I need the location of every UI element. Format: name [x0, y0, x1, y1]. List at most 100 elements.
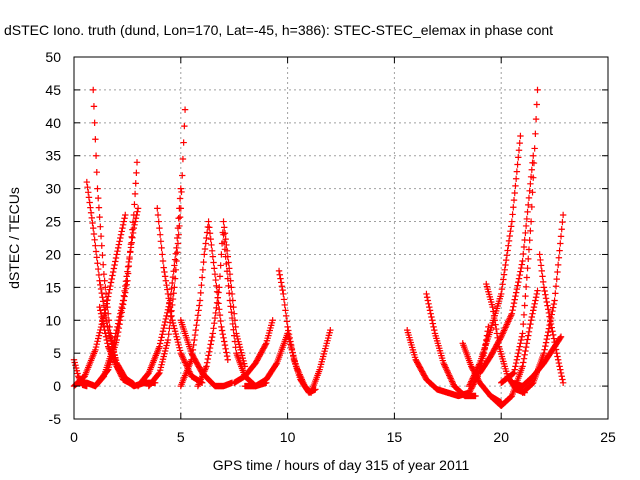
data-point [508, 218, 516, 225]
data-point [520, 311, 528, 318]
data-point [99, 317, 106, 324]
x-tick-labels: 0 5 10 15 20 25 [70, 429, 616, 445]
data-point [171, 328, 179, 335]
data-point [169, 279, 176, 287]
data-point [161, 350, 168, 357]
data-point [171, 256, 179, 263]
data-point [176, 213, 184, 221]
data-point [468, 363, 475, 370]
y-tick-label: 20 [45, 246, 61, 262]
data-point [475, 376, 482, 384]
data-point [559, 376, 566, 383]
data-point [100, 302, 108, 309]
plot-frame [73, 56, 609, 420]
data-point [96, 329, 103, 336]
data-point [110, 265, 118, 272]
data-point [508, 310, 516, 317]
data-point [90, 103, 98, 110]
data-point [92, 248, 100, 255]
data-point [188, 356, 195, 363]
y-tick-label: 10 [45, 312, 61, 328]
data-point [553, 349, 560, 357]
data-point [485, 323, 492, 331]
data-point [174, 249, 181, 256]
data-points [70, 86, 567, 410]
data-point [109, 272, 116, 279]
series-12 [177, 218, 231, 390]
data-point [109, 268, 117, 276]
data-point [160, 324, 167, 332]
data-point [428, 313, 435, 321]
data-point [465, 389, 473, 396]
data-point [273, 360, 280, 368]
data-point [521, 351, 528, 359]
data-point [157, 337, 165, 344]
data-point [536, 251, 543, 258]
data-point [92, 343, 100, 351]
data-point [490, 312, 498, 320]
data-point [156, 224, 163, 232]
data-point [279, 286, 286, 294]
data-point [518, 333, 526, 340]
data-point [191, 331, 199, 339]
data-point [174, 336, 181, 343]
data-point [221, 224, 228, 231]
data-point [171, 284, 178, 291]
data-point [209, 253, 217, 260]
data-point [155, 218, 162, 225]
data-point [224, 356, 231, 363]
data-point [281, 301, 288, 309]
data-point [90, 224, 97, 232]
data-point [170, 290, 177, 297]
data-point [277, 279, 285, 286]
data-point [89, 219, 96, 227]
data-point [162, 345, 170, 352]
y-tick-label: 0 [53, 378, 61, 394]
y-tick-label: 25 [45, 214, 61, 230]
data-point [119, 224, 126, 232]
data-point [132, 180, 139, 187]
data-point [528, 313, 536, 321]
data-point [227, 303, 234, 310]
data-point [177, 205, 184, 212]
data-point [530, 152, 537, 159]
data-point [221, 230, 229, 237]
data-point [75, 373, 82, 380]
data-point [510, 299, 518, 307]
data-point [223, 260, 230, 268]
data-point [549, 304, 557, 311]
data-point [129, 226, 136, 233]
data-point [198, 281, 205, 289]
data-point [498, 285, 506, 293]
data-point [522, 347, 529, 355]
data-point [161, 347, 169, 355]
data-point [203, 359, 211, 366]
data-point [210, 325, 217, 332]
data-point [551, 297, 558, 304]
data-point [171, 275, 179, 282]
data-point [504, 247, 511, 254]
data-point [193, 317, 201, 324]
data-point [213, 299, 221, 306]
data-point [169, 319, 177, 327]
data-point [106, 323, 113, 331]
data-point [545, 309, 553, 317]
data-point [526, 324, 533, 332]
data-point [159, 328, 167, 335]
data-point [221, 338, 228, 345]
data-point [129, 229, 137, 237]
data-point [522, 292, 529, 300]
data-point [555, 254, 563, 261]
data-point [97, 285, 105, 293]
data-point [103, 297, 110, 304]
data-point [549, 328, 556, 335]
data-point [512, 175, 520, 182]
data-point [524, 336, 531, 343]
data-point [100, 271, 108, 278]
data-point [114, 328, 122, 336]
data-point [468, 364, 476, 371]
data-point [181, 122, 188, 130]
data-point [197, 289, 204, 297]
data-point [540, 284, 548, 291]
data-point [207, 341, 214, 348]
